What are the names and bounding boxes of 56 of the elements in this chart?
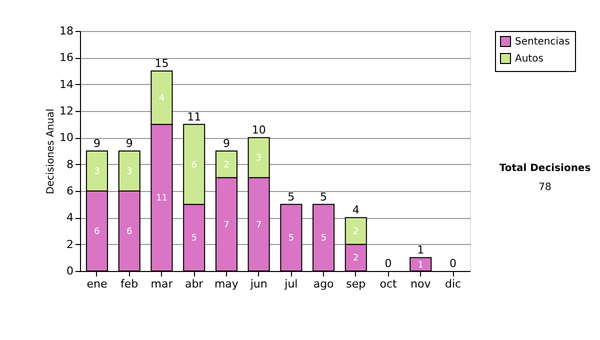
- data-label: 3: [94, 167, 100, 177]
- legend-label: Sentencias: [515, 36, 570, 48]
- data-label: 4: [158, 94, 165, 104]
- data-label: 1: [418, 260, 424, 270]
- x-tick-label: feb: [120, 278, 138, 290]
- total-label: 5: [288, 190, 295, 204]
- data-label: 6: [126, 227, 132, 237]
- data-label: 6: [191, 160, 198, 170]
- total-label: 0: [384, 257, 392, 270]
- x-tick-label: mar: [150, 278, 174, 290]
- y-tick-label: 6: [66, 184, 74, 198]
- data-label: 5: [320, 234, 326, 244]
- x-tick-label: sep: [346, 278, 366, 290]
- x-tick-label: may: [214, 278, 239, 290]
- data-label: 3: [126, 167, 132, 177]
- data-label: 2: [224, 160, 230, 170]
- y-tick-label: 14: [60, 78, 74, 91]
- total-label: 11: [187, 110, 202, 124]
- x-tick-label: oct: [380, 278, 398, 290]
- text: Total Decisiones: [499, 162, 591, 174]
- y-tick-label: 2: [66, 238, 74, 251]
- total-label: 1: [417, 244, 424, 257]
- total-label: 9: [222, 137, 230, 150]
- y-tick-label: 0: [66, 264, 74, 278]
- total-label: 0: [450, 257, 457, 270]
- x-tick-label: jun: [249, 278, 268, 290]
- x-tick-label: jul: [284, 278, 298, 290]
- y-axis-title: Decisiones Anual: [46, 108, 57, 194]
- data-label: 7: [224, 220, 230, 230]
- text: 78: [538, 182, 552, 193]
- x-tick-label: dic: [444, 278, 462, 290]
- x-tick-label: abr: [184, 278, 204, 290]
- data-label: 2: [353, 254, 359, 264]
- y-tick-label: 16: [60, 51, 74, 64]
- data-label: 2: [353, 227, 359, 237]
- x-tick-label: nov: [410, 278, 432, 290]
- total-label: 4: [352, 204, 360, 217]
- total-label: 15: [154, 57, 169, 70]
- data-label: 3: [256, 154, 262, 164]
- total-label: 9: [126, 137, 133, 150]
- x-tick-label: ago: [313, 278, 334, 290]
- total-label: 9: [93, 137, 100, 150]
- y-tick-label: 8: [66, 158, 74, 171]
- data-label: 7: [256, 220, 262, 230]
- data-label: 6: [94, 227, 100, 237]
- y-tick-label: 12: [60, 104, 74, 118]
- total-label: 5: [320, 190, 328, 204]
- data-label: 11: [156, 194, 168, 204]
- y-tick-label: 10: [60, 131, 74, 144]
- data-label: 5: [191, 234, 197, 244]
- x-tick-label: ene: [86, 278, 108, 290]
- total-label: 10: [252, 124, 266, 137]
- data-label: 5: [288, 234, 294, 244]
- legend-label: Autos: [515, 54, 544, 64]
- y-tick-label: 18: [60, 24, 74, 38]
- y-tick-label: 4: [66, 211, 74, 224]
